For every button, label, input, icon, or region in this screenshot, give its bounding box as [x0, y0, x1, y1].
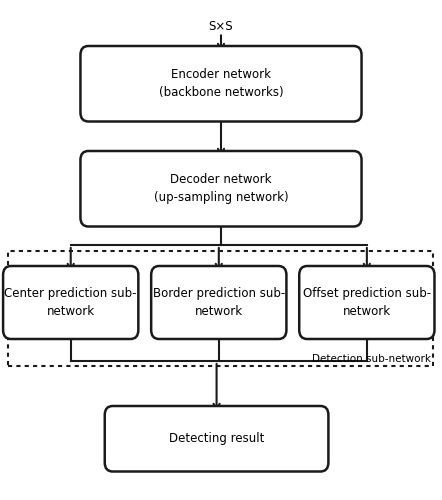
- Text: Center prediction sub-
network: Center prediction sub- network: [4, 287, 137, 318]
- Text: Detection sub-network: Detection sub-network: [312, 354, 431, 364]
- Bar: [8, 251, 433, 366]
- FancyBboxPatch shape: [3, 266, 138, 339]
- FancyBboxPatch shape: [80, 151, 362, 226]
- Text: S×S: S×S: [209, 20, 233, 32]
- FancyBboxPatch shape: [151, 266, 286, 339]
- FancyBboxPatch shape: [105, 406, 328, 471]
- Text: Decoder network
(up-sampling network): Decoder network (up-sampling network): [154, 174, 288, 204]
- Text: Encoder network
(backbone networks): Encoder network (backbone networks): [159, 68, 283, 99]
- FancyBboxPatch shape: [299, 266, 434, 339]
- Text: Border prediction sub-
network: Border prediction sub- network: [152, 287, 285, 318]
- FancyBboxPatch shape: [80, 46, 362, 122]
- Text: Offset prediction sub-
network: Offset prediction sub- network: [303, 287, 431, 318]
- Text: Detecting result: Detecting result: [169, 432, 264, 445]
